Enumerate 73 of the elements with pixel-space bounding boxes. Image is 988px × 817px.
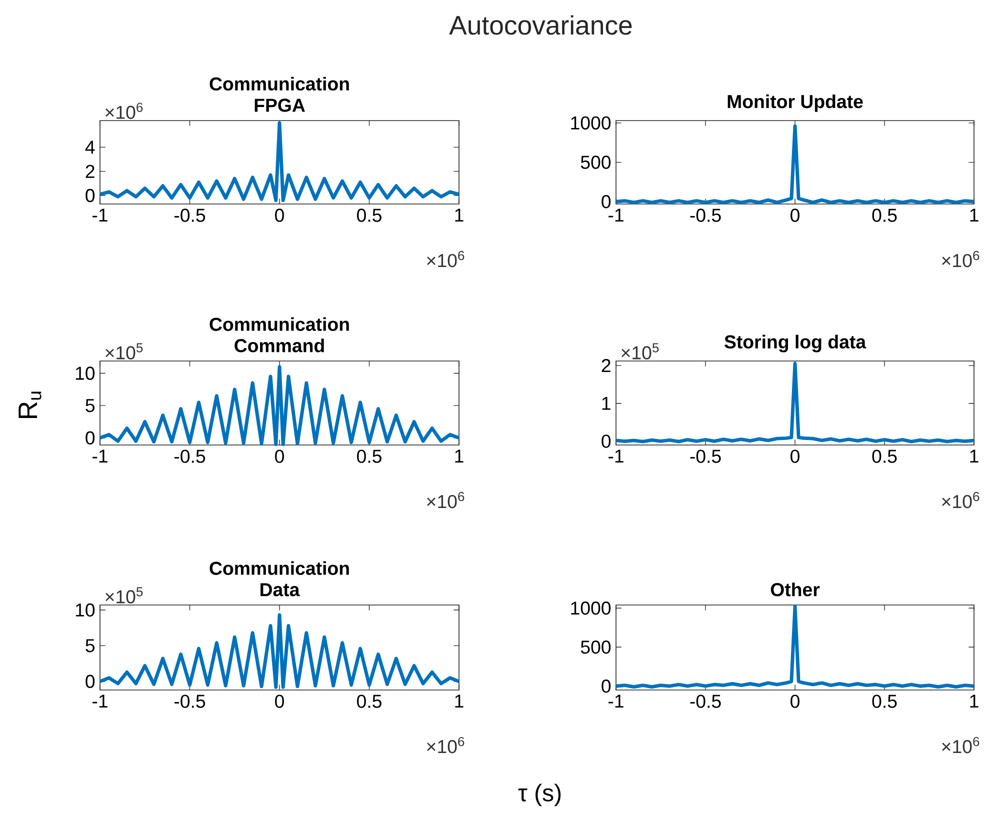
x-tick-label: 0	[275, 450, 284, 463]
x-tick-label: -0.5	[174, 694, 206, 708]
text: ×10$^{6}$	[942, 492, 980, 508]
x-tick-label: 1	[970, 694, 978, 708]
x-tick-label: -0.5	[690, 208, 721, 222]
y-axis-title: R$_{u}$	[18, 392, 42, 418]
chart-title: Communication Command	[210, 317, 349, 352]
y-tick-label: 500	[580, 640, 611, 654]
line-series	[614, 604, 976, 689]
x-tick-label: 0.5	[872, 694, 897, 708]
text: Autocovariance	[449, 15, 632, 35]
x-tick-label: 0	[275, 694, 284, 708]
x-tick-label: 1	[970, 450, 978, 463]
y-tick-label: 500	[580, 156, 611, 169]
text: ×10$^{6}$	[942, 250, 980, 268]
y-tick-label: 1000	[571, 601, 611, 615]
y-tick-label: 5	[86, 639, 95, 652]
chart-title: Communication Data	[210, 561, 349, 596]
x-tick-label: 0.5	[357, 208, 382, 222]
y-tick-label: 0	[86, 431, 95, 444]
x-tick-label: -0.5	[690, 694, 721, 708]
y-tick-label: 0	[86, 188, 95, 202]
text: ×10$^{5}$	[106, 587, 143, 604]
line-series	[614, 124, 976, 204]
y-tick-label: 1000	[571, 116, 611, 130]
x-tick-label: 0	[790, 208, 800, 222]
y-tick-label: 2	[86, 164, 94, 178]
x-tick-label: -0.5	[174, 208, 206, 222]
x-tick-label: 0.5	[872, 208, 897, 222]
x-tick-label: 0	[790, 694, 800, 708]
x-tick-label: -0.5	[690, 450, 721, 463]
x-tick-label: -0.5	[174, 450, 206, 463]
x-tick-label: 0.5	[357, 450, 382, 463]
y-tick-label: 5	[86, 399, 95, 412]
chart-title: Storing log data	[724, 334, 866, 352]
x-tick-label: -1	[92, 450, 108, 463]
y-tick-label: 10	[76, 603, 95, 617]
y-tick-label: 0	[602, 195, 611, 208]
y-tick-label: 2	[602, 359, 610, 372]
x-axis-title: τ (s)	[518, 784, 561, 806]
text: ×10$^{6}$	[427, 736, 464, 754]
x-tick-label: 0	[790, 450, 800, 463]
chart-title: Communication FPGA	[210, 76, 349, 112]
x-tick-label: -1	[92, 208, 108, 222]
text: ×10$^{6}$	[942, 736, 980, 754]
line-series	[98, 365, 461, 446]
text: ×10$^{6}$	[106, 102, 143, 119]
y-tick-label: 0	[602, 679, 611, 693]
y-tick-label: 0	[602, 434, 611, 448]
x-tick-label: -1	[92, 694, 108, 708]
x-tick-label: 0.5	[872, 450, 897, 463]
line-series	[98, 613, 461, 689]
x-tick-label: -1	[608, 694, 624, 708]
x-tick-label: 1	[455, 694, 464, 708]
y-tick-label: 4	[85, 140, 95, 154]
x-tick-label: 0	[275, 208, 284, 222]
chart-title: Monitor Update	[728, 94, 863, 112]
x-tick-label: 1	[455, 208, 464, 222]
y-tick-label: 1	[602, 396, 610, 410]
text: ×10$^{6}$	[427, 250, 464, 268]
y-tick-label: 10	[76, 366, 95, 380]
text: ×10$^{5}$	[622, 343, 659, 360]
line-series	[98, 121, 461, 202]
x-tick-label: 0.5	[357, 694, 382, 708]
text: ×10$^{5}$	[106, 343, 143, 360]
text: ×10$^{6}$	[427, 492, 464, 508]
line-series	[614, 362, 976, 444]
x-tick-label: -1	[608, 450, 624, 463]
x-tick-label: 1	[455, 450, 464, 463]
y-tick-label: 0	[86, 674, 95, 688]
chart-title: Other	[770, 582, 820, 596]
x-tick-label: -1	[608, 208, 624, 222]
x-tick-label: 1	[970, 208, 978, 222]
